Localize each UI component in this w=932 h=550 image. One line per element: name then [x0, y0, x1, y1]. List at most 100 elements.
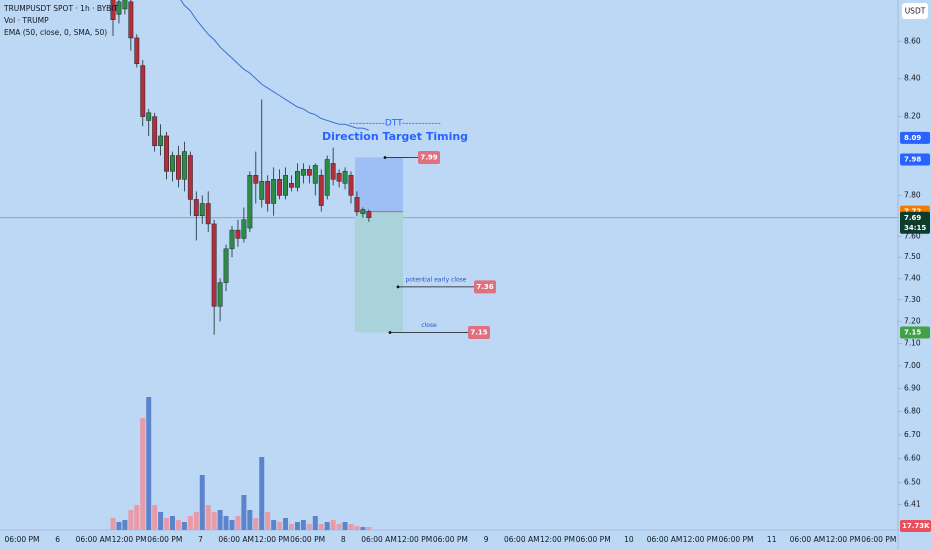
- volume-bar: [217, 510, 223, 530]
- candle-body: [205, 203, 211, 225]
- candle-body: [134, 37, 140, 64]
- candle-body: [223, 248, 229, 283]
- volume-bar: [128, 510, 134, 530]
- volume-legend: Vol · TRUMP: [4, 16, 49, 25]
- volume-bar: [283, 518, 289, 530]
- y-tick-label: 7.50: [904, 252, 921, 261]
- volume-bar: [175, 520, 181, 530]
- x-tick-label: 9: [484, 535, 489, 544]
- target-zone: [355, 157, 403, 212]
- volume-bar: [360, 527, 366, 530]
- volume-bar: [229, 520, 235, 530]
- price-tag: 7.69: [904, 214, 921, 222]
- price-tag-box: [900, 211, 930, 234]
- y-tick-label: 7.20: [904, 316, 921, 325]
- y-tick-label: 7.00: [904, 361, 921, 370]
- annotation-subtitle: Direction Target Timing: [322, 130, 468, 143]
- volume-bar: [146, 397, 152, 530]
- y-tick-label: 8.60: [904, 37, 921, 46]
- y-tick-label: 8.20: [904, 112, 921, 121]
- x-tick-label: 12:00 PM: [683, 535, 718, 544]
- candle-body: [259, 181, 265, 200]
- candle-body: [300, 169, 306, 176]
- candle-body: [140, 65, 146, 117]
- x-tick-label: 06:00 AM: [76, 535, 112, 544]
- volume-bar: [235, 516, 241, 530]
- volume-bar: [348, 524, 354, 530]
- volume-tag: 17.73K: [902, 522, 930, 530]
- volume-bar: [170, 516, 175, 530]
- price-label-box: [468, 325, 490, 339]
- candle-body: [283, 175, 289, 196]
- volume-bar: [366, 527, 372, 530]
- y-tick-label: 6.41: [904, 500, 921, 509]
- y-tick-label: 6.60: [904, 454, 921, 463]
- price-tag: 7.72: [904, 208, 921, 216]
- volume-bar: [223, 516, 229, 530]
- candle-body: [247, 175, 253, 229]
- volume-bar: [247, 510, 253, 530]
- volume-bar: [330, 520, 336, 530]
- x-tick-label: 06:00 PM: [719, 535, 754, 544]
- candle-body: [336, 173, 342, 182]
- candle-body: [110, 0, 116, 20]
- candle-body: [265, 181, 271, 204]
- y-tick-label: 6.80: [904, 407, 921, 416]
- volume-bar: [140, 418, 146, 530]
- volume-bar: [300, 520, 306, 530]
- volume-bar: [271, 520, 277, 530]
- candle-body: [235, 229, 241, 239]
- candle-body: [217, 282, 223, 307]
- volume-bar: [110, 518, 116, 530]
- currency-button-label[interactable]: USDT: [905, 7, 926, 16]
- y-tick-label: 7.40: [904, 273, 921, 282]
- price-tag: 7.15: [904, 328, 921, 336]
- candle-body: [253, 175, 259, 184]
- x-tick-label: 12:00 PM: [254, 535, 289, 544]
- label-text: potential early close: [405, 276, 466, 283]
- ema-line: [180, 0, 370, 131]
- candle-body: [354, 197, 360, 212]
- y-tick-label: 6.50: [904, 478, 921, 487]
- volume-bar: [324, 522, 330, 530]
- x-tick-label: 06:00 AM: [790, 535, 826, 544]
- volume-bar: [259, 457, 265, 530]
- x-tick-label: 06:00 AM: [647, 535, 683, 544]
- candle-body: [170, 155, 175, 172]
- candle-body: [312, 165, 318, 184]
- volume-bar: [312, 516, 318, 530]
- annotation-title: -----------DTT------------: [349, 119, 441, 129]
- volume-bar: [306, 524, 312, 530]
- y-tick-label: 6.90: [904, 384, 921, 393]
- price-tag-box: [900, 326, 930, 339]
- candle-body: [116, 1, 122, 15]
- candle-body: [277, 179, 283, 196]
- candle-body: [289, 183, 294, 188]
- candle-body: [199, 203, 205, 216]
- candle-body: [187, 155, 193, 200]
- candle-body: [152, 116, 158, 146]
- volume-bar: [265, 512, 271, 530]
- volume-bar: [342, 522, 348, 530]
- y-tick-label: 6.70: [904, 430, 921, 439]
- volume-bar: [354, 526, 360, 530]
- x-tick-label: 06:00 PM: [576, 535, 611, 544]
- volume-bar: [199, 475, 205, 530]
- price-tag-box: [900, 153, 930, 166]
- price-tag: 7.98: [904, 155, 921, 163]
- label-text: close: [421, 322, 437, 329]
- x-tick-label: 6: [55, 535, 60, 544]
- volume-bar: [318, 524, 324, 530]
- candle-body: [271, 179, 277, 204]
- candle-body: [342, 171, 348, 184]
- axes: 8.60 8.40 8.20 7.80 7.60 7.50 7.40 7.30 7.20 7.10…: [5, 37, 931, 544]
- currency-button[interactable]: [902, 3, 928, 19]
- volume-bar: [134, 505, 140, 530]
- volume-bar: [158, 512, 164, 530]
- price-tag-box: [900, 131, 930, 144]
- x-tick-label: 12:00 PM: [540, 535, 575, 544]
- price-label-box: [474, 280, 496, 294]
- candle-body: [158, 135, 164, 146]
- volume-bar: [336, 524, 342, 530]
